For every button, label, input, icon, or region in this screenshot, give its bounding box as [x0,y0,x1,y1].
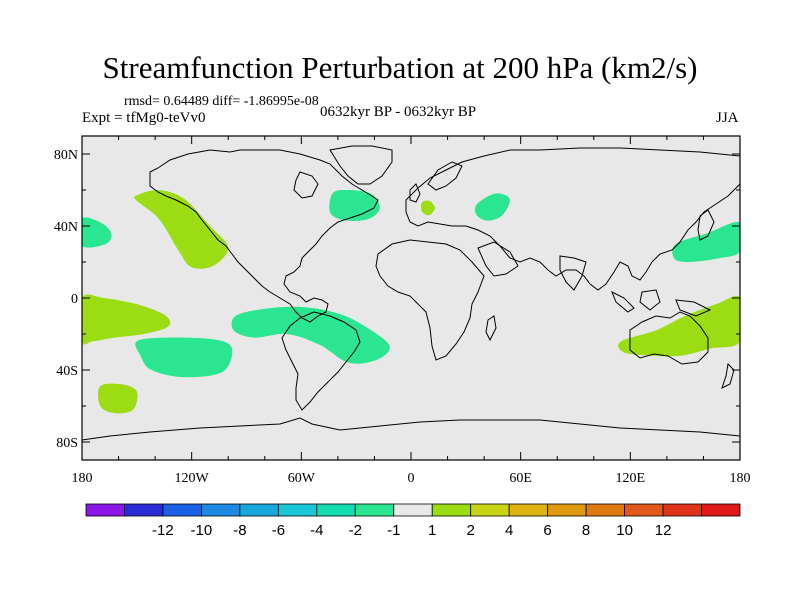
coastline-north-america [149,149,379,323]
colorbar-swatch [354,503,395,517]
colorbar-label: 12 [655,522,672,539]
region-mediterranean-spot [421,200,435,216]
x-tick-label: 60W [288,471,316,486]
coastline-south-america [281,311,361,411]
coastline-scandinavia [427,161,463,191]
y-tick-label: 0 [71,292,78,307]
map-background [82,136,740,460]
colorbar-swatch [508,503,549,517]
x-tick-label: 60E [509,471,532,486]
colorbar-swatch [124,503,164,517]
colorbar-swatch [162,503,202,517]
coastline-greenland [329,145,393,185]
colorbar-label: 4 [505,522,513,539]
colorbar-label: 8 [582,522,590,539]
colorbar-label: -1 [387,522,400,539]
coastline-britain [409,183,421,203]
colorbar-label: -8 [233,522,246,539]
coastline-new-zealand [721,362,735,389]
colorbar-swatch [470,503,510,517]
region-south-pacific-mid [135,337,233,378]
season-label: JJA [716,110,739,126]
region-australia-band [618,295,740,357]
colorbar-swatch [701,503,741,517]
colorbar-swatch [624,503,664,517]
colorbar-label: -12 [152,522,174,539]
x-tick-label: 120W [175,471,210,486]
chart-title: Streamfunction Perturbation at 200 hPa (… [102,50,698,85]
coastline-eurasia [405,147,740,291]
coastline-india [559,255,587,291]
colorbar-swatch [662,503,702,517]
colorbar-label: 6 [543,522,551,539]
region-caspian-region [474,193,510,221]
coastline-arabia [477,241,519,277]
region-northwest-pacific [672,221,740,262]
colorbar-label: -4 [310,522,323,539]
colorbar-swatch [393,503,433,517]
region-south-pacific-far [97,383,138,414]
coastline-antarctica [82,417,740,441]
region-north-pacific-west-edge [82,217,112,248]
y-tick-label: 40N [54,220,78,235]
colorbar-label: 2 [467,522,475,539]
x-tick-label: 120E [616,471,646,486]
stats-label: rmsd= 0.64489 diff= -1.86995e-08 [124,94,319,109]
colorbar-swatch [201,503,241,517]
colorbar-label: -2 [349,522,362,539]
region-north-atlantic [329,189,380,222]
perturbation-regions [82,189,740,414]
coastline-sumatra [611,290,635,313]
period-label: 0632kyr BP - 0632kyr BP [320,104,477,120]
experiment-label: Expt = tfMg0-teVv0 [82,110,206,126]
x-tick-label: 180 [730,471,751,486]
y-axis-ticks: 80N 40N 0 40S 80S [54,148,740,451]
colorbar-swatch [585,503,625,517]
colorbar: -12 -10 -8 -6 -4 -2 -1 1 2 4 6 8 10 12 [85,503,741,539]
y-tick-label: 40S [56,364,78,379]
x-axis-ticks: 180 120W 60W 0 60E 120E 180 [72,136,751,486]
coastline-africa [375,239,485,361]
coastline-japan [697,209,715,241]
colorbar-swatch [547,503,587,517]
coastline-australia [629,311,709,365]
colorbar-label: -10 [191,522,213,539]
colorbar-swatch [239,503,279,517]
region-north-pacific-east [134,189,229,269]
coastline-hudson-bay [293,171,319,199]
colorbar-swatch [431,503,472,517]
coastline-new-guinea [675,299,712,317]
y-tick-label: 80N [54,148,78,163]
y-tick-label: 80S [56,436,78,451]
colorbar-swatch [277,503,318,517]
coastline-madagascar [485,315,497,342]
x-tick-label: 180 [72,471,93,486]
coastlines [82,145,740,441]
colorbar-swatch [316,503,356,517]
colorbar-label: 1 [428,522,436,539]
colorbar-label: -6 [272,522,285,539]
region-tropical-pacific-west [82,294,171,345]
colorbar-label: 10 [616,522,633,539]
x-tick-label: 0 [408,471,415,486]
colorbar-swatch [85,503,125,517]
region-south-atlantic-band [231,306,390,364]
coastline-borneo [639,289,661,311]
